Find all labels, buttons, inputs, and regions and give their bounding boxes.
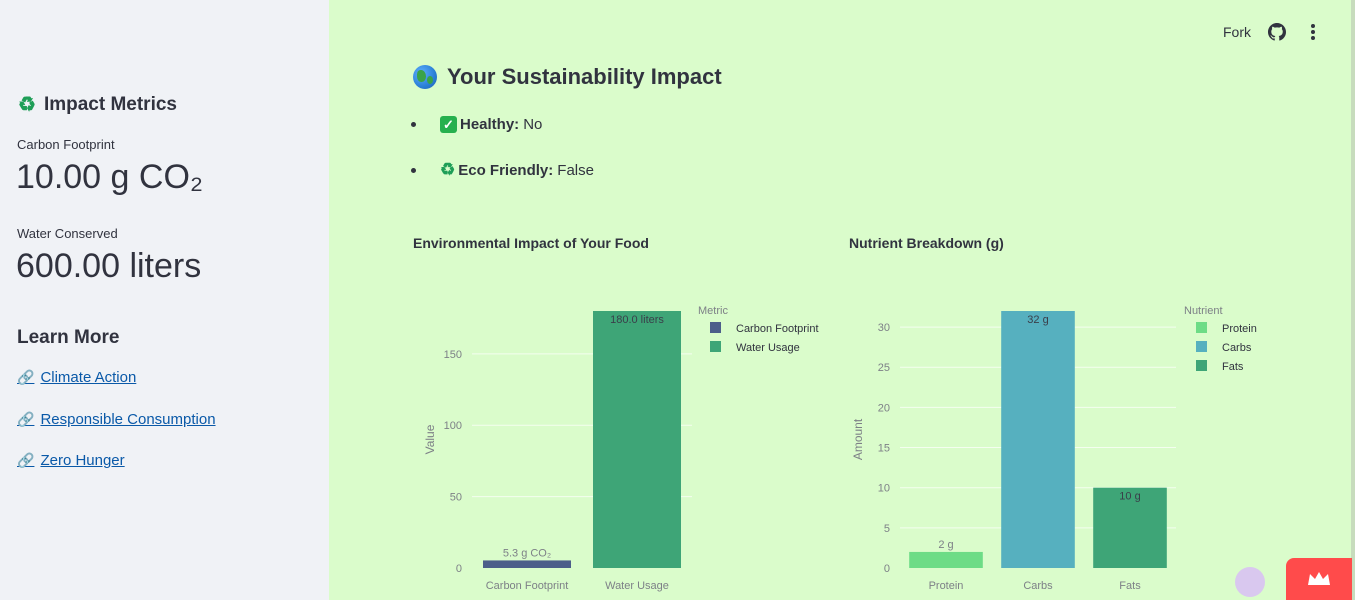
legend-swatch	[1196, 341, 1207, 352]
legend-item: Carbon Footprint	[736, 323, 819, 335]
link-label[interactable]: Responsible Consumption	[40, 411, 216, 428]
bar	[483, 560, 571, 568]
bullet-dot	[411, 167, 416, 173]
streamlit-crown-button[interactable]	[1286, 558, 1352, 600]
page-title-text: Your Sustainability Impact	[447, 64, 722, 89]
globe-icon	[413, 65, 437, 89]
chart-title-environmental: Environmental Impact of Your Food	[413, 235, 649, 251]
x-tick-label: Carbs	[1023, 580, 1053, 592]
impact-metrics-heading: ♻ Impact Metrics	[18, 92, 177, 117]
avatar[interactable]	[1235, 567, 1265, 597]
legend-item: Protein	[1222, 323, 1257, 335]
data-label: 5.3 g CO₂	[503, 547, 551, 559]
data-label: 32 g	[1027, 314, 1048, 326]
fork-button[interactable]: Fork	[1223, 24, 1251, 40]
y-tick-label: 25	[878, 362, 890, 374]
y-tick-label: 50	[450, 492, 462, 504]
carbon-footprint-label: Carbon Footprint	[17, 137, 115, 152]
y-tick-label: 20	[878, 402, 890, 414]
healthy-key: Healthy:	[460, 116, 520, 133]
carbon-footprint-value: 10.00 g CO₂	[16, 158, 204, 196]
y-tick-label: 150	[444, 349, 462, 361]
legend-swatch	[710, 322, 721, 333]
bullet-healthy: ✓ Healthy: No	[411, 116, 542, 133]
learn-more-heading: Learn More	[17, 327, 120, 348]
legend-swatch	[710, 341, 721, 352]
check-icon: ✓	[440, 116, 457, 133]
y-tick-label: 15	[878, 443, 890, 455]
bar	[1001, 311, 1075, 568]
link-label[interactable]: Zero Hunger	[40, 452, 125, 469]
link-label[interactable]: Climate Action	[40, 369, 137, 386]
eco-friendly-key: Eco Friendly:	[458, 161, 554, 179]
scrollbar[interactable]	[1351, 0, 1355, 600]
crown-icon	[1308, 572, 1330, 585]
link-zero-hunger[interactable]: 🔗 Zero Hunger	[17, 452, 125, 469]
kebab-menu-icon[interactable]	[1305, 22, 1321, 42]
water-conserved-value: 600.00 liters	[16, 247, 202, 285]
bar	[593, 311, 681, 568]
healthy-value: No	[523, 116, 543, 133]
link-climate-action[interactable]: 🔗 Climate Action	[17, 369, 136, 386]
x-tick-label: Water Usage	[605, 580, 669, 592]
y-tick-label: 10	[878, 483, 890, 495]
legend-item: Water Usage	[736, 342, 800, 354]
water-conserved-label: Water Conserved	[17, 226, 118, 241]
github-icon[interactable]	[1268, 23, 1286, 41]
page-title: Your Sustainability Impact	[413, 64, 722, 90]
legend-item: Carbs	[1222, 342, 1252, 354]
legend-swatch	[1196, 360, 1207, 371]
eco-friendly-value: False	[557, 161, 594, 179]
recycle-icon: ♻	[18, 94, 36, 116]
x-tick-label: Fats	[1119, 580, 1141, 592]
y-tick-label: 5	[884, 523, 890, 535]
bullet-dot	[411, 122, 416, 127]
legend-swatch	[1196, 322, 1207, 333]
link-icon: 🔗	[17, 411, 35, 427]
bar	[909, 551, 983, 568]
y-tick-label: 0	[456, 563, 462, 575]
sidebar: ♻ Impact Metrics Carbon Footprint 10.00 …	[0, 0, 329, 600]
x-tick-label: Protein	[929, 580, 964, 592]
y-axis-label: Amount	[851, 418, 865, 460]
link-icon: 🔗	[17, 369, 35, 385]
y-tick-label: 100	[444, 420, 462, 432]
legend-item: Fats	[1222, 361, 1244, 373]
y-tick-label: 0	[884, 563, 890, 575]
data-label: 180.0 liters	[610, 314, 664, 326]
y-tick-label: 30	[878, 322, 890, 334]
legend-title: Metric	[698, 305, 728, 317]
legend-title: Nutrient	[1184, 305, 1223, 317]
bullet-eco-friendly: ♻ Eco Friendly: False	[411, 160, 594, 180]
y-axis-label: Value	[423, 424, 437, 454]
link-icon: 🔗	[17, 452, 35, 468]
impact-metrics-title: Impact Metrics	[43, 93, 177, 115]
data-label: 10 g	[1119, 491, 1140, 503]
environmental-impact-chart: 0 50 100 150 Value 5.3 g CO₂ Carbon Footprint 1…	[423, 305, 819, 592]
recycle-icon: ♻	[440, 160, 456, 179]
nutrient-breakdown-chart: 0 5 10 15 20 25 30 Amount 2 g Protein 32 g Carbs 10 …	[851, 305, 1257, 592]
data-label: 2 g	[938, 539, 953, 551]
x-tick-label: Carbon Footprint	[486, 580, 569, 592]
chart-title-nutrient: Nutrient Breakdown (g)	[849, 235, 1004, 251]
link-responsible-consumption[interactable]: 🔗 Responsible Consumption	[17, 411, 216, 428]
bar	[1093, 487, 1167, 568]
